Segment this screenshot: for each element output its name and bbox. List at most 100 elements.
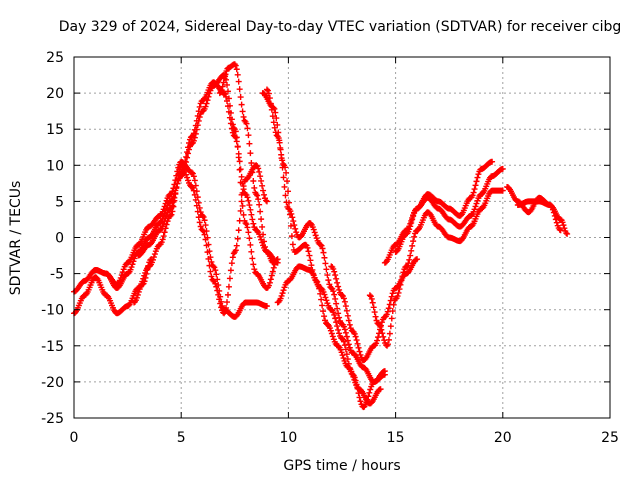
data-point: [215, 282, 222, 289]
data-point: [236, 158, 243, 165]
data-point: [475, 171, 482, 178]
data-point: [307, 257, 314, 264]
data-point: [202, 103, 209, 110]
data-point: [196, 103, 203, 110]
data-point: [398, 277, 405, 284]
data-point: [340, 323, 347, 330]
data-point: [324, 272, 331, 279]
data-point: [228, 125, 235, 132]
data-point: [334, 305, 341, 312]
data-point: [239, 108, 246, 115]
data-point: [380, 333, 387, 340]
data-point: [386, 330, 393, 337]
data-point: [218, 86, 225, 93]
data-point: [175, 176, 182, 183]
data-point: [474, 174, 481, 181]
data-point: [195, 108, 202, 115]
data-point: [226, 275, 233, 282]
x-tick-label: 15: [387, 430, 405, 446]
data-point: [345, 360, 352, 367]
data-point: [317, 241, 324, 248]
data-point: [383, 311, 390, 318]
y-tick-label: -20: [41, 375, 64, 391]
data-point: [248, 248, 255, 255]
data-point: [489, 158, 496, 165]
data-point: [292, 225, 299, 232]
data-point: [194, 194, 201, 201]
data-series-13: [392, 158, 496, 255]
data-point: [287, 222, 294, 229]
data-point: [185, 140, 192, 147]
data-point: [188, 183, 195, 190]
data-point: [381, 368, 388, 375]
y-tick-label: 10: [46, 158, 64, 174]
data-point: [135, 288, 142, 295]
data-point: [151, 251, 158, 258]
data-point: [172, 190, 179, 197]
data-point: [244, 224, 251, 231]
data-point: [236, 217, 243, 224]
data-point: [399, 273, 406, 280]
data-point: [364, 396, 371, 403]
data-point: [219, 302, 226, 309]
data-point: [352, 377, 359, 384]
data-point: [322, 317, 329, 324]
data-point: [395, 289, 402, 296]
data-point: [240, 186, 247, 193]
data-point: [266, 279, 273, 286]
data-point: [141, 278, 148, 285]
data-point: [267, 100, 274, 107]
data-point: [196, 219, 203, 226]
data-point: [197, 209, 204, 216]
data-point: [162, 200, 169, 207]
data-point: [270, 119, 277, 126]
data-point: [321, 313, 328, 320]
data-point: [407, 252, 414, 259]
data-point: [192, 122, 199, 129]
data-point: [207, 254, 214, 261]
data-point: [372, 313, 379, 320]
data-point: [229, 254, 236, 261]
data-point: [557, 227, 564, 234]
data-point: [282, 192, 289, 199]
data-point: [259, 223, 266, 230]
data-point: [250, 261, 257, 268]
data-point: [368, 295, 375, 302]
data-point: [342, 329, 349, 336]
data-point: [182, 158, 189, 165]
data-point: [256, 201, 263, 208]
data-point: [245, 229, 252, 236]
data-point: [161, 203, 168, 210]
data-point: [287, 208, 294, 215]
data-point: [199, 227, 206, 234]
data-point: [363, 399, 370, 406]
data-point: [278, 292, 285, 299]
data-point: [305, 248, 312, 255]
data-point: [134, 291, 141, 298]
data-point: [184, 149, 191, 156]
data-point: [335, 310, 342, 317]
data-point: [345, 317, 352, 324]
data-point: [190, 137, 197, 144]
data-point: [290, 218, 297, 225]
data-point: [238, 173, 245, 180]
data-point: [258, 177, 265, 184]
data-point: [276, 139, 283, 146]
data-point: [188, 133, 195, 140]
data-point: [271, 124, 278, 131]
data-point: [344, 312, 351, 319]
data-point: [289, 214, 296, 221]
data-point: [289, 241, 296, 248]
data-point: [270, 259, 277, 266]
data-point: [205, 241, 212, 248]
data-point: [249, 169, 256, 176]
data-point: [333, 319, 340, 326]
data-point: [264, 87, 271, 94]
data-point: [263, 198, 270, 205]
data-point: [336, 330, 343, 337]
data-point: [283, 199, 290, 206]
data-point: [162, 214, 169, 221]
data-point: [226, 114, 233, 121]
data-point: [334, 279, 341, 286]
